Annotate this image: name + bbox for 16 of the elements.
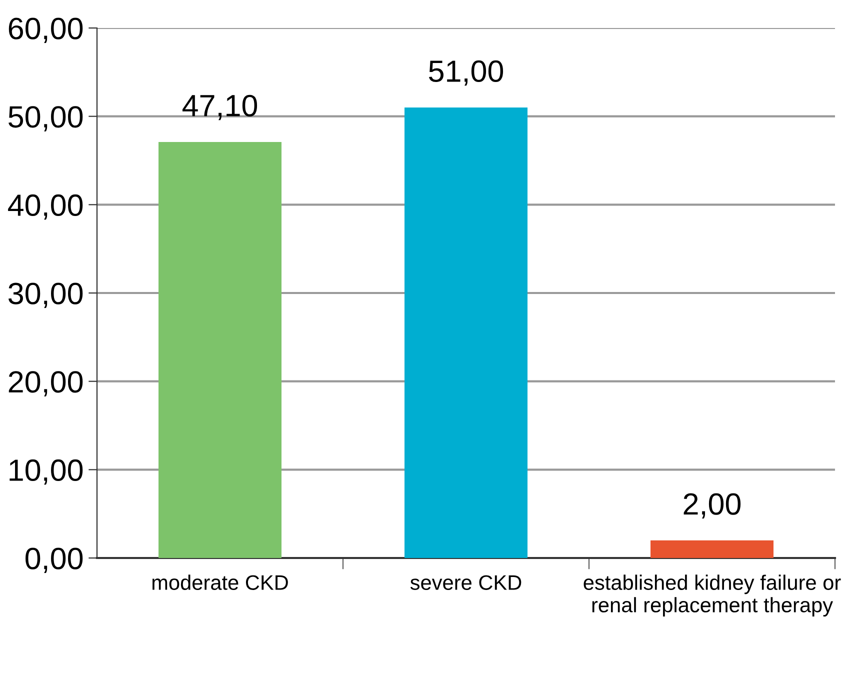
- y-tick-label: 40,00: [8, 194, 83, 220]
- y-tick-label: 30,00: [8, 282, 83, 308]
- bar: [404, 108, 528, 558]
- y-tick-label: 0,00: [26, 548, 83, 573]
- bar: [158, 142, 282, 558]
- x-tick-label: severe CKD: [410, 575, 522, 590]
- y-tick-label: 50,00: [8, 106, 83, 132]
- data-label: 51,00: [428, 60, 504, 86]
- y-tick-label: 20,00: [8, 371, 83, 396]
- x-tick-label: moderate CKD: [152, 574, 288, 590]
- bar: [650, 540, 774, 558]
- data-label: 47,10: [182, 94, 258, 120]
- x-tick-label: established kidney failure or renal replacement therapy: [584, 574, 841, 617]
- data-label: 2,00: [684, 493, 741, 518]
- y-tick-label: 10,00: [10, 459, 83, 485]
- y-tick-label: 60,00: [8, 18, 83, 43]
